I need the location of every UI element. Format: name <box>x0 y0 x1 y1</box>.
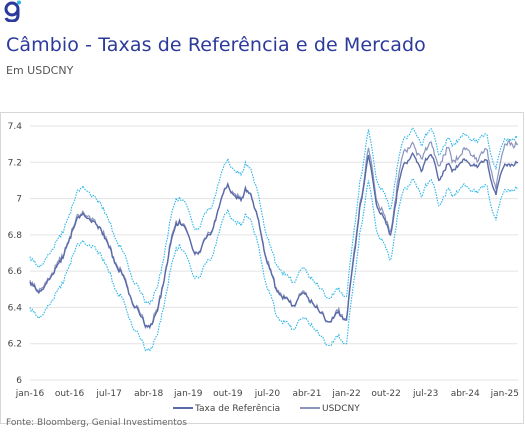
x-tick-label: jan-25 <box>490 389 519 399</box>
y-tick-label: 6.8 <box>8 231 23 241</box>
source-note: Fonte: Bloomberg, Genial Investimentos <box>6 418 187 428</box>
page-subtitle: Em USDCNY <box>6 64 74 77</box>
genial-logo-icon <box>4 0 22 23</box>
lower-band-line <box>29 177 519 353</box>
series-line-reference <box>29 151 519 329</box>
y-tick-label: 7 <box>16 195 22 205</box>
y-tick-label: 7.4 <box>8 122 23 132</box>
y-tick-label: 7.2 <box>8 158 22 168</box>
line-chart: 6 6.2 6.4 6.6 6.8 7 7.2 7.4 jan-16 out-16 jul-17 ab… <box>8 122 519 414</box>
x-tick-label: jul-23 <box>412 389 438 399</box>
x-tick-label: out-19 <box>213 389 243 399</box>
x-tick-label: jul-20 <box>254 389 281 399</box>
upper-band-line <box>29 126 519 306</box>
page-title: Câmbio - Taxas de Referência e de Mercad… <box>6 34 426 56</box>
x-tick-label: jan-22 <box>331 389 360 399</box>
x-tick-label: abr-18 <box>134 389 163 399</box>
y-tick-label: 6.2 <box>8 340 22 350</box>
legend-label-usdcny: USDCNY <box>322 404 360 414</box>
x-tick-label: out-16 <box>55 389 85 399</box>
y-tick-label: 6.4 <box>8 303 23 313</box>
x-tick-label: out-22 <box>371 389 400 399</box>
y-tick-label: 6.6 <box>8 267 23 277</box>
x-tick-label: jan-19 <box>173 389 203 399</box>
x-tick-label: jul-17 <box>95 389 121 399</box>
y-tick-label: 6 <box>16 376 22 386</box>
legend-label-reference: Taxa de Referência <box>194 403 280 414</box>
x-tick-label: abr-24 <box>451 389 480 399</box>
x-tick-label: abr-21 <box>292 389 321 399</box>
x-tick-label: jan-16 <box>15 389 45 399</box>
